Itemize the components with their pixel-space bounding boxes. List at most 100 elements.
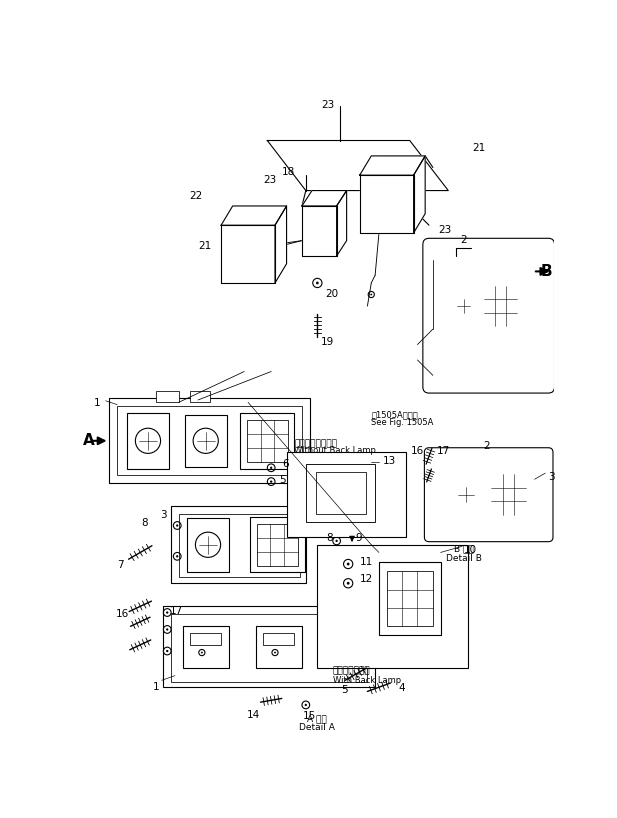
Text: 1: 1 bbox=[153, 682, 160, 692]
Circle shape bbox=[176, 524, 178, 527]
Circle shape bbox=[347, 582, 350, 585]
Bar bbox=[256, 626, 302, 668]
Bar bbox=[232, 238, 264, 272]
Bar bbox=[484, 285, 518, 326]
Polygon shape bbox=[221, 225, 275, 283]
Circle shape bbox=[166, 611, 168, 614]
Bar bbox=[439, 256, 539, 375]
Text: 23: 23 bbox=[263, 175, 276, 185]
Bar bbox=[250, 517, 305, 573]
Bar bbox=[263, 633, 294, 645]
Circle shape bbox=[270, 466, 272, 469]
Text: 2: 2 bbox=[460, 236, 467, 245]
Bar bbox=[379, 562, 441, 636]
Circle shape bbox=[274, 652, 276, 654]
Text: 4: 4 bbox=[398, 683, 405, 694]
Circle shape bbox=[347, 563, 350, 565]
Text: 16: 16 bbox=[115, 609, 129, 618]
Text: 18: 18 bbox=[282, 168, 296, 178]
Circle shape bbox=[201, 652, 203, 654]
Bar bbox=[387, 571, 433, 626]
Bar bbox=[478, 279, 523, 333]
Bar bbox=[109, 398, 310, 483]
Text: 3: 3 bbox=[549, 472, 555, 482]
Bar bbox=[491, 474, 526, 515]
Text: 15: 15 bbox=[303, 711, 317, 721]
Polygon shape bbox=[360, 175, 413, 233]
Text: A 詳細: A 詳細 bbox=[307, 714, 327, 723]
Text: 17: 17 bbox=[170, 606, 183, 616]
Bar bbox=[306, 215, 331, 246]
Bar bbox=[183, 626, 229, 668]
Text: 5: 5 bbox=[279, 475, 286, 485]
Bar bbox=[126, 413, 169, 469]
Text: 19: 19 bbox=[321, 337, 334, 347]
Polygon shape bbox=[275, 206, 286, 283]
Polygon shape bbox=[413, 156, 425, 233]
Text: 3: 3 bbox=[160, 510, 167, 520]
Text: 8: 8 bbox=[326, 533, 333, 543]
Circle shape bbox=[166, 628, 168, 631]
FancyBboxPatch shape bbox=[423, 238, 555, 393]
Bar bbox=[241, 413, 294, 469]
Text: B 詳細: B 詳細 bbox=[453, 545, 473, 554]
Text: バックランプ付: バックランプ付 bbox=[333, 667, 370, 676]
Bar bbox=[371, 187, 402, 221]
Circle shape bbox=[336, 563, 337, 565]
Text: 11: 11 bbox=[360, 557, 373, 567]
Bar bbox=[447, 285, 480, 327]
Bar bbox=[117, 407, 302, 475]
Polygon shape bbox=[267, 141, 449, 191]
Bar bbox=[155, 391, 179, 402]
Polygon shape bbox=[302, 206, 337, 256]
Circle shape bbox=[176, 555, 178, 557]
Text: Detail B: Detail B bbox=[445, 554, 482, 563]
Circle shape bbox=[370, 294, 372, 295]
Text: 8: 8 bbox=[141, 518, 148, 528]
Bar bbox=[190, 391, 210, 402]
Circle shape bbox=[438, 517, 440, 519]
Bar bbox=[485, 468, 531, 522]
Text: バックランプなし: バックランプなし bbox=[294, 439, 337, 448]
Bar bbox=[317, 545, 468, 668]
Text: 9: 9 bbox=[356, 533, 363, 543]
Bar bbox=[316, 472, 366, 514]
Text: 20: 20 bbox=[325, 289, 338, 299]
Text: B: B bbox=[540, 263, 552, 279]
Text: 16: 16 bbox=[410, 446, 424, 456]
Text: 23: 23 bbox=[321, 100, 334, 110]
Text: 7: 7 bbox=[117, 560, 123, 570]
Bar bbox=[365, 182, 408, 227]
Text: 6: 6 bbox=[283, 459, 289, 469]
Bar bbox=[171, 506, 306, 583]
Bar bbox=[247, 420, 288, 461]
Bar bbox=[257, 524, 298, 565]
Bar bbox=[306, 464, 375, 522]
Polygon shape bbox=[221, 206, 286, 225]
Text: See Fig. 1505A: See Fig. 1505A bbox=[371, 419, 434, 428]
Text: A: A bbox=[83, 434, 94, 448]
Text: Without Back Lamp: Without Back Lamp bbox=[294, 446, 376, 455]
Bar bbox=[184, 415, 227, 467]
Polygon shape bbox=[337, 191, 347, 256]
Bar bbox=[227, 232, 269, 276]
Circle shape bbox=[316, 281, 319, 285]
Circle shape bbox=[305, 703, 307, 706]
Bar bbox=[437, 460, 543, 532]
Text: 12: 12 bbox=[360, 574, 373, 584]
Text: 21: 21 bbox=[473, 143, 486, 153]
Circle shape bbox=[438, 490, 440, 492]
FancyBboxPatch shape bbox=[424, 447, 553, 542]
Polygon shape bbox=[360, 156, 425, 175]
Circle shape bbox=[438, 465, 440, 467]
Text: 2: 2 bbox=[484, 441, 490, 451]
Circle shape bbox=[270, 480, 272, 483]
Polygon shape bbox=[302, 191, 347, 206]
Circle shape bbox=[336, 540, 337, 542]
Text: 21: 21 bbox=[198, 240, 211, 250]
Bar bbox=[187, 518, 229, 572]
Text: 第1505A図参照: 第1505A図参照 bbox=[371, 410, 418, 419]
Text: 5: 5 bbox=[342, 685, 348, 695]
Bar bbox=[171, 614, 367, 682]
Text: 17: 17 bbox=[437, 446, 450, 456]
